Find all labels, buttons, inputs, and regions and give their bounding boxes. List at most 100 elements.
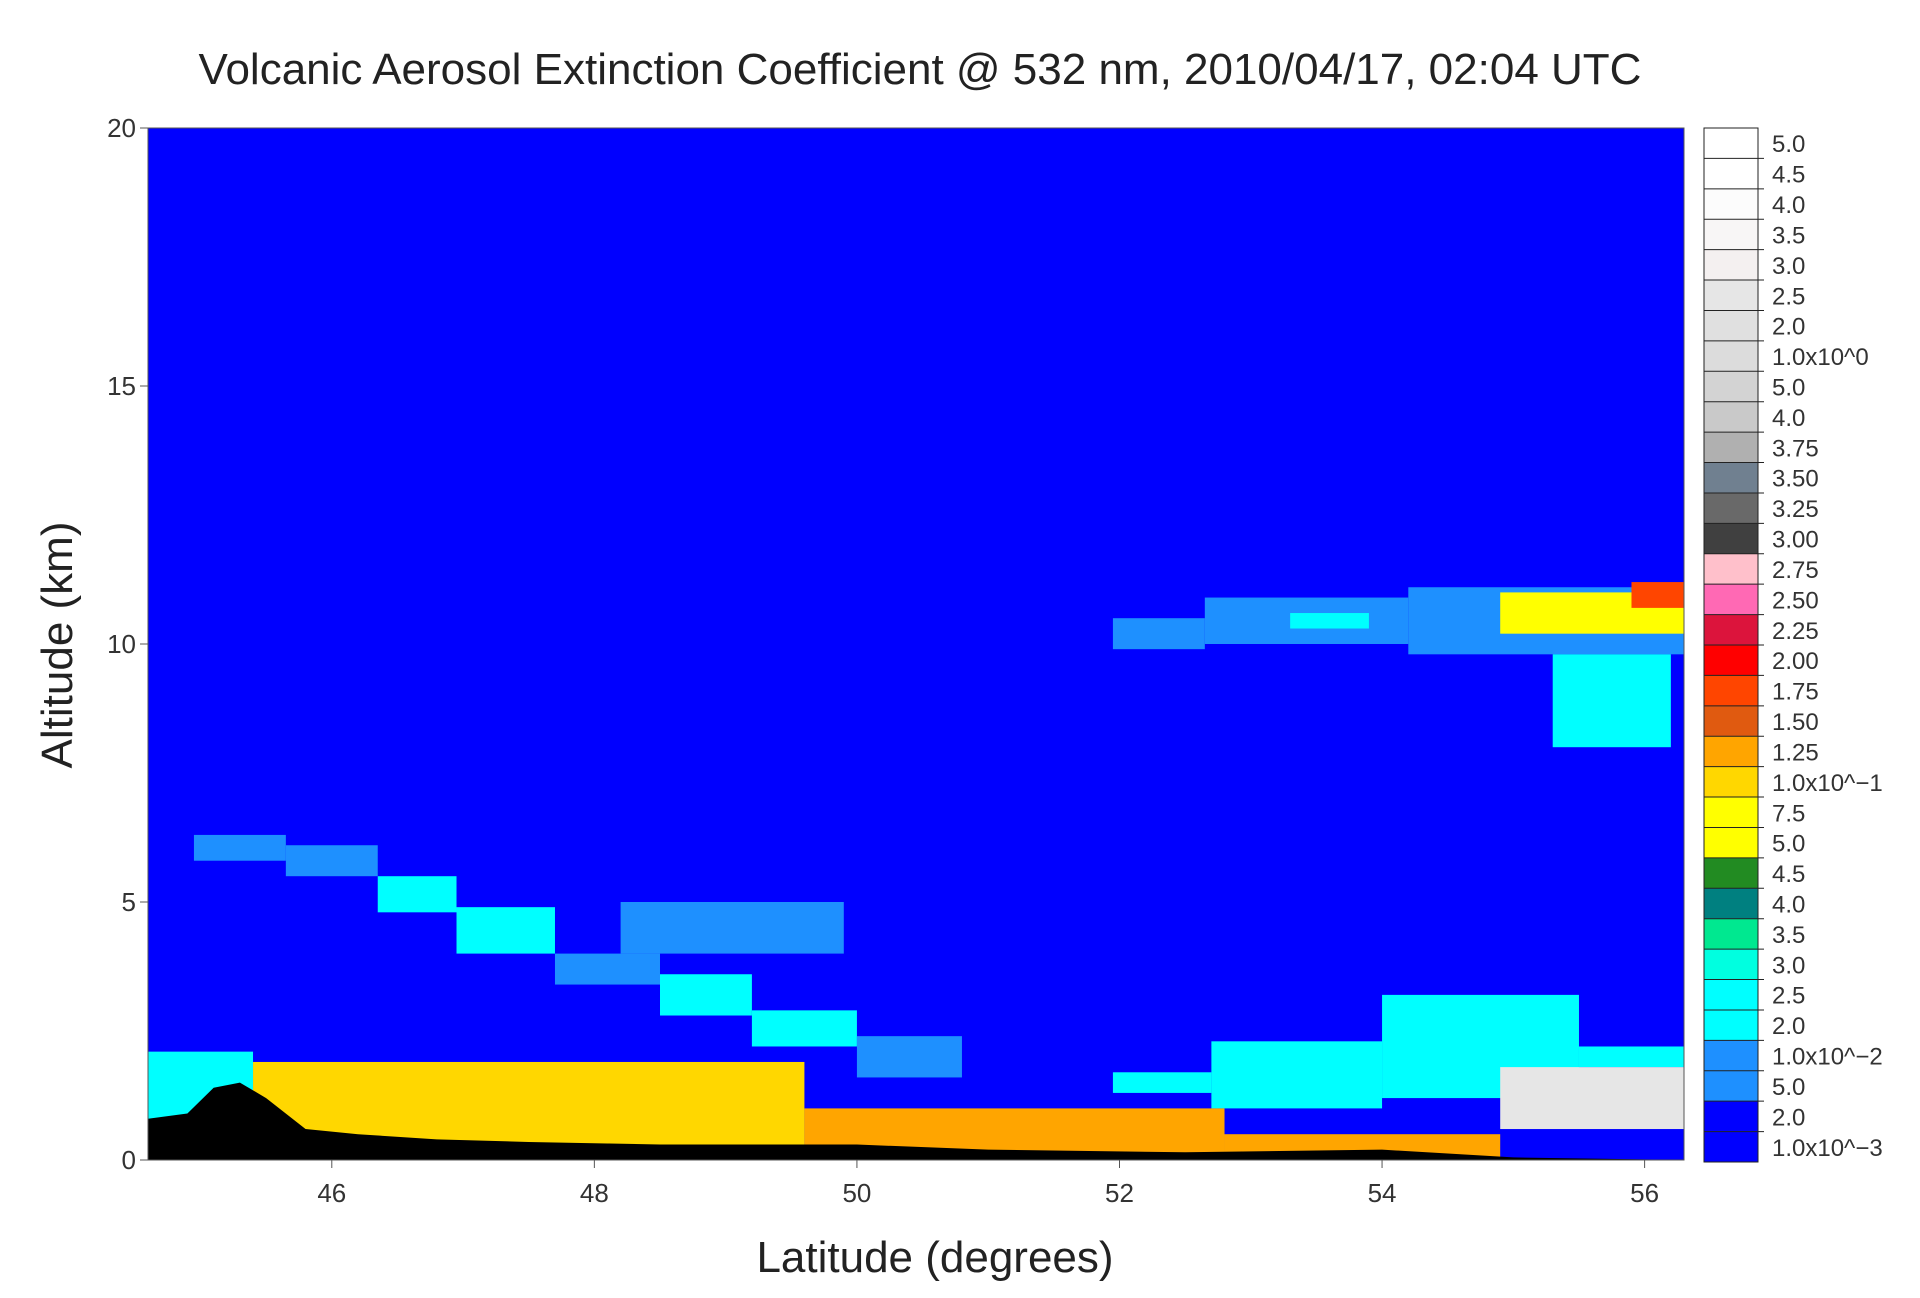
ground-terrain <box>148 1082 1684 1160</box>
colorbar-label: 2.25 <box>1772 618 1819 645</box>
colorbar-frame <box>1703 127 1759 1163</box>
colorbar-label: 1.0x10^−3 <box>1772 1135 1883 1162</box>
colorbar-label: 3.25 <box>1772 496 1819 523</box>
feature-lower-plume-6 <box>660 974 752 1016</box>
colorbar-label: 2.0 <box>1772 1013 1805 1040</box>
colorbar-swatch <box>1704 432 1758 464</box>
colorbar-swatch <box>1704 128 1758 159</box>
colorbar-swatch <box>1704 736 1758 768</box>
feature-lower-plume-1 <box>193 834 286 861</box>
x-tick-label: 46 <box>317 1178 346 1208</box>
colorbar: 5.0 4.5 4.0 3.5 3.0 2.5 2.0 1.0x10^0 5.0 4.0 3.75 3… <box>1703 127 1883 1163</box>
y-tick-label: 5 <box>122 887 136 917</box>
colorbar-label: 1.50 <box>1772 709 1819 736</box>
colorbar-label: 2.00 <box>1772 648 1819 675</box>
colorbar-label: 1.0x10^−1 <box>1772 770 1883 797</box>
feature-east-cloud <box>1500 1067 1684 1130</box>
colorbar-label: 3.00 <box>1772 527 1819 554</box>
colorbar-label: 3.5 <box>1772 222 1805 249</box>
colorbar-label: 5.0 <box>1772 131 1805 158</box>
feature-lower-plume-8 <box>856 1036 962 1078</box>
colorbar-swatch <box>1704 219 1758 251</box>
colorbar-swatch <box>1704 705 1758 737</box>
colorbar-label: 3.0 <box>1772 952 1805 979</box>
colorbar-swatch <box>1704 523 1758 555</box>
colorbar-label: 1.0x10^−2 <box>1772 1044 1883 1071</box>
colorbar-label: 5.0 <box>1772 831 1805 858</box>
colorbar-swatch <box>1704 645 1758 676</box>
feature-upper-plume-fall <box>1552 654 1671 748</box>
colorbar-label: 1.25 <box>1772 739 1819 766</box>
x-tick-label: 54 <box>1368 1178 1397 1208</box>
x-tick-label: 50 <box>842 1178 871 1208</box>
feature-upper-plume-mid-core <box>1290 613 1369 629</box>
feature-upper-plume-east-red <box>1631 582 1684 608</box>
colorbar-swatch <box>1704 766 1758 798</box>
colorbar-swatch <box>1704 614 1758 646</box>
feature-lower-plume-5 <box>554 953 660 985</box>
colorbar-swatch <box>1704 158 1758 190</box>
colorbar-label: 3.5 <box>1772 922 1805 949</box>
colorbar-label: 1.0x10^0 <box>1772 344 1869 371</box>
colorbar-label: 4.5 <box>1772 861 1805 888</box>
colorbar-label: 2.75 <box>1772 557 1819 584</box>
chart-title: Volcanic Aerosol Extinction Coefficient … <box>199 45 1642 94</box>
x-axis-ticks: 46 48 50 52 54 56 <box>317 1160 1659 1208</box>
colorbar-swatch <box>1704 918 1758 950</box>
colorbar-label: 3.75 <box>1772 435 1819 462</box>
colorbar-label: 5.0 <box>1772 1074 1805 1101</box>
y-axis-ticks: 0 5 10 15 20 <box>107 113 148 1175</box>
colorbar-label: 7.5 <box>1772 800 1805 827</box>
colorbar-label: 2.0 <box>1772 1104 1805 1131</box>
colorbar-label: 2.0 <box>1772 314 1805 341</box>
colorbar-label: 2.5 <box>1772 283 1805 310</box>
colorbar-swatch <box>1704 675 1758 707</box>
feature-lower-plume-7 <box>751 1010 857 1047</box>
colorbar-swatch <box>1704 979 1758 1011</box>
colorbar-label: 2.5 <box>1772 983 1805 1010</box>
feature-lower-plume-3 <box>377 876 457 913</box>
colorbar-swatch <box>1704 857 1758 889</box>
colorbar-swatch <box>1704 1070 1758 1102</box>
colorbar-swatch <box>1704 492 1758 524</box>
colorbar-swatch <box>1704 1009 1758 1041</box>
colorbar-swatch <box>1704 310 1758 342</box>
colorbar-swatch <box>1704 827 1758 859</box>
colorbar-swatch <box>1704 401 1758 433</box>
y-axis-label: Altitude (km) <box>33 522 82 769</box>
colorbar-swatch <box>1704 188 1758 220</box>
colorbar-swatch <box>1704 797 1758 828</box>
colorbar-swatch <box>1704 888 1758 920</box>
y-tick-label: 15 <box>107 371 136 401</box>
plot-area <box>147 127 1685 1161</box>
colorbar-label: 3.0 <box>1772 253 1805 280</box>
colorbar-swatch <box>1704 1040 1758 1072</box>
colorbar-swatch <box>1704 371 1758 403</box>
colorbar-label: 4.5 <box>1772 162 1805 189</box>
colorbar-swatch <box>1704 340 1758 372</box>
x-tick-label: 56 <box>1630 1178 1659 1208</box>
colorbar-swatch <box>1704 280 1758 311</box>
feature-lower-plume-2 <box>285 845 378 877</box>
feature-east-low-layer-1 <box>1112 1072 1212 1093</box>
feature-upper-plume-west <box>1112 618 1205 650</box>
colorbar-label: 4.0 <box>1772 405 1805 432</box>
colorbar-swatch <box>1704 249 1758 281</box>
feature-lower-plume-4 <box>456 907 555 954</box>
x-tick-label: 48 <box>580 1178 609 1208</box>
feature-east-low-layer-2 <box>1211 1041 1383 1109</box>
colorbar-label: 1.75 <box>1772 679 1819 706</box>
colorbar-label: 5.0 <box>1772 375 1805 402</box>
colorbar-swatch <box>1704 553 1758 585</box>
colorbar-swatch <box>1704 949 1758 981</box>
colorbar-label: 4.0 <box>1772 892 1805 919</box>
colorbar-swatch <box>1704 584 1758 616</box>
aerosol-features <box>148 582 1684 1160</box>
colorbar-swatch <box>1704 1131 1758 1163</box>
y-tick-label: 0 <box>122 1145 136 1175</box>
y-tick-label: 20 <box>107 113 136 143</box>
x-axis-label: Latitude (degrees) <box>756 1233 1113 1282</box>
y-tick-label: 10 <box>107 629 136 659</box>
colorbar-swatch <box>1704 1101 1758 1133</box>
